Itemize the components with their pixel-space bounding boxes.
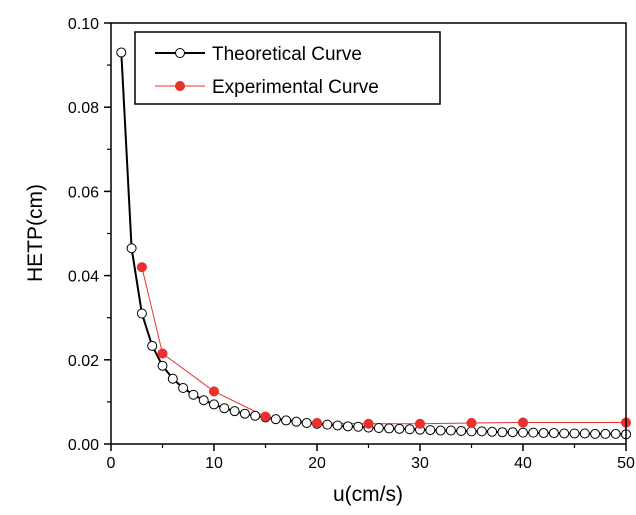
theoretical-point: [126, 243, 137, 254]
y-tick-label: 0.06: [68, 184, 99, 201]
theoretical-point: [219, 403, 230, 414]
x-tick-label: 10: [205, 455, 223, 472]
theoretical-point: [456, 425, 467, 436]
theoretical-point: [332, 420, 343, 431]
legend-experimental-marker: [174, 80, 186, 92]
theoretical-point: [518, 427, 528, 438]
theoretical-point: [373, 423, 384, 434]
y-tick-label: 0.10: [68, 16, 99, 33]
y-tick-label: 0.00: [68, 437, 99, 454]
theoretical-point: [538, 428, 549, 439]
experimental-point: [466, 417, 477, 429]
legend-box: [134, 31, 441, 105]
theoretical-point: [136, 308, 147, 319]
theoretical-point: [270, 414, 281, 425]
theoretical-point: [404, 424, 415, 435]
experimental-point: [311, 417, 323, 429]
theoretical-point: [250, 410, 261, 421]
theoretical-point: [229, 406, 240, 417]
theoretical-point: [487, 426, 498, 437]
theoretical-point: [353, 421, 364, 432]
legend: Theoretical Curve Experimental Curve: [134, 31, 441, 105]
theoretical-point: [600, 428, 611, 439]
theoretical-point: [322, 419, 333, 430]
theoretical-point: [147, 340, 158, 351]
experimental-point: [517, 417, 529, 428]
theoretical-point: [497, 427, 508, 438]
theoretical-point: [559, 428, 570, 439]
legend-experimental-label: Experimental Curve: [212, 77, 379, 98]
experimental-point: [208, 386, 220, 397]
theoretical-point: [445, 425, 456, 436]
experimental-curve-line: [141, 267, 626, 425]
theoretical-point: [425, 425, 436, 436]
experimental-point: [157, 348, 168, 359]
y-tick-label: 0.08: [68, 100, 99, 117]
theoretical-point: [178, 383, 189, 394]
theoretical-point: [209, 399, 219, 410]
theoretical-point: [301, 417, 312, 428]
experimental-point: [260, 411, 271, 422]
theoretical-point: [476, 426, 487, 437]
x-axis-title: u(cm/s): [333, 483, 403, 506]
theoretical-point: [188, 389, 199, 400]
x-tick-label: 50: [617, 455, 635, 472]
experimental-point: [363, 418, 374, 429]
theoretical-point: [507, 427, 518, 438]
theoretical-point: [167, 373, 178, 384]
theoretical-point: [291, 416, 302, 427]
legend-theoretical-marker: [175, 48, 185, 58]
theoretical-point: [198, 395, 209, 406]
theoretical-point: [342, 421, 353, 432]
x-tick-label: 40: [514, 455, 532, 472]
theoretical-point: [394, 423, 405, 434]
theoretical-point: [528, 427, 539, 438]
theoretical-point: [435, 425, 446, 436]
theoretical-point: [610, 428, 621, 439]
y-tick-label: 0.02: [68, 353, 99, 370]
theoretical-point: [569, 428, 580, 439]
theoretical-point: [116, 47, 127, 58]
theoretical-point: [590, 428, 601, 439]
legend-theoretical-label: Theoretical Curve: [212, 44, 362, 65]
theoretical-point: [157, 360, 168, 371]
theoretical-point: [466, 426, 477, 437]
experimental-point: [136, 262, 147, 273]
plot-area: [116, 47, 632, 440]
theoretical-curve-line: [120, 52, 627, 436]
theoretical-point: [384, 423, 395, 434]
theoretical-point: [281, 415, 292, 426]
experimental-point: [414, 418, 426, 429]
theoretical-point: [239, 408, 250, 419]
y-axis-title: HETP(cm): [24, 184, 47, 282]
theoretical-point: [548, 428, 559, 439]
x-tick-label: 20: [308, 455, 326, 472]
x-tick-label: 30: [411, 455, 429, 472]
theoretical-point: [579, 428, 590, 439]
axes: 0 10 20 30 40 50 0.00 0.02 0.04 0.06 0.08 0.10: [68, 16, 635, 472]
y-tick-label: 0.04: [68, 269, 99, 286]
x-tick-label: 0: [107, 455, 116, 472]
